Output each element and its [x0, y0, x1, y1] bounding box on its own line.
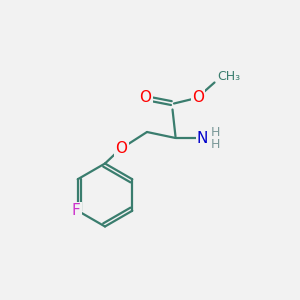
Text: H: H: [210, 137, 220, 151]
Text: O: O: [140, 90, 152, 105]
Text: N: N: [197, 130, 208, 146]
Text: CH₃: CH₃: [218, 70, 241, 83]
Text: H: H: [210, 126, 220, 139]
Text: F: F: [72, 203, 81, 218]
Text: O: O: [192, 90, 204, 105]
Text: O: O: [116, 141, 128, 156]
